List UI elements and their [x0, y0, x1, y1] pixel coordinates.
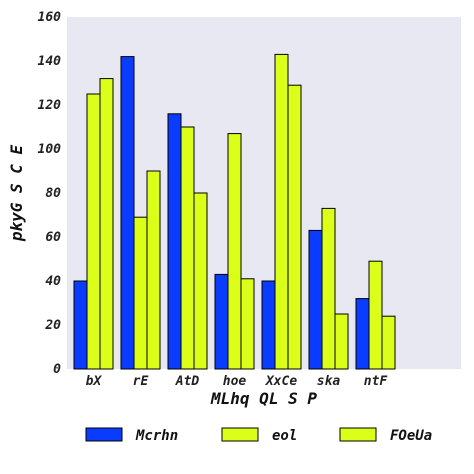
bar-FOeUa-hoe: [240, 278, 255, 370]
legend-swatch-FOeUa: [339, 427, 377, 442]
y-tick-label: 20: [44, 318, 61, 333]
y-tick-label: 140: [38, 54, 62, 69]
bar-FOeUa-AtD: [193, 192, 208, 370]
bar-FOeUa-ska: [334, 313, 349, 370]
legend: Mcrhn eol FOeUa: [85, 427, 432, 444]
bar-FOeUa-XxCe: [287, 84, 302, 370]
y-tick-label: 120: [38, 98, 62, 113]
bar-eol-rE: [133, 216, 148, 370]
bar-eol-hoe: [227, 133, 242, 370]
bar-eol-ska: [321, 207, 336, 370]
y-tick-label: 40: [45, 274, 61, 289]
bar-Mcrhn-AtD: [167, 113, 182, 370]
bar-FOeUa-rE: [146, 170, 161, 370]
bar-Mcrhn-ska: [308, 229, 323, 370]
bar-Mcrhn-ntF: [355, 298, 370, 370]
y-tick-label: 0: [53, 362, 61, 377]
x-tick-label: XxCe: [265, 374, 297, 389]
bar-Mcrhn-bX: [73, 280, 88, 370]
bar-eol-ntF: [368, 260, 383, 370]
x-axis-label: MLhq QL S P: [210, 389, 317, 408]
bar-FOeUa-bX: [99, 78, 114, 370]
legend-label-Mcrhn: Mcrhn: [135, 428, 178, 444]
bars: [73, 53, 396, 370]
x-tick-label: ntF: [364, 374, 389, 389]
legend-label-FOeUa: FOeUa: [390, 428, 432, 444]
x-tick-label: AtD: [175, 374, 200, 389]
bar-eol-AtD: [180, 126, 195, 370]
x-tick-label: ska: [317, 374, 341, 389]
y-tick-label: 160: [38, 10, 62, 25]
x-tick-label: hoe: [223, 374, 247, 389]
y-tick-label: 100: [38, 142, 62, 157]
y-axis-ticks: 0 20 40 60 80 100 120 140 160: [38, 10, 62, 377]
bar-Mcrhn-rE: [120, 56, 135, 370]
bar-Mcrhn-hoe: [214, 273, 229, 370]
bar-FOeUa-ntF: [381, 315, 396, 370]
y-tick-label: 80: [45, 186, 61, 201]
bar-Mcrhn-XxCe: [261, 280, 276, 370]
bar-eol-bX: [86, 93, 101, 370]
x-tick-label: bX: [86, 374, 103, 389]
legend-label-eol: eol: [272, 428, 297, 444]
legend-swatch-eol: [221, 427, 259, 442]
legend-swatch-Mcrhn: [85, 427, 123, 442]
y-tick-label: 60: [45, 230, 61, 245]
x-axis-ticks: bX rE AtD hoe XxCe ska ntF: [86, 374, 389, 389]
y-axis-label: pkyG S C E: [7, 144, 26, 242]
bar-eol-XxCe: [274, 53, 289, 370]
x-tick-label: rE: [133, 374, 149, 389]
